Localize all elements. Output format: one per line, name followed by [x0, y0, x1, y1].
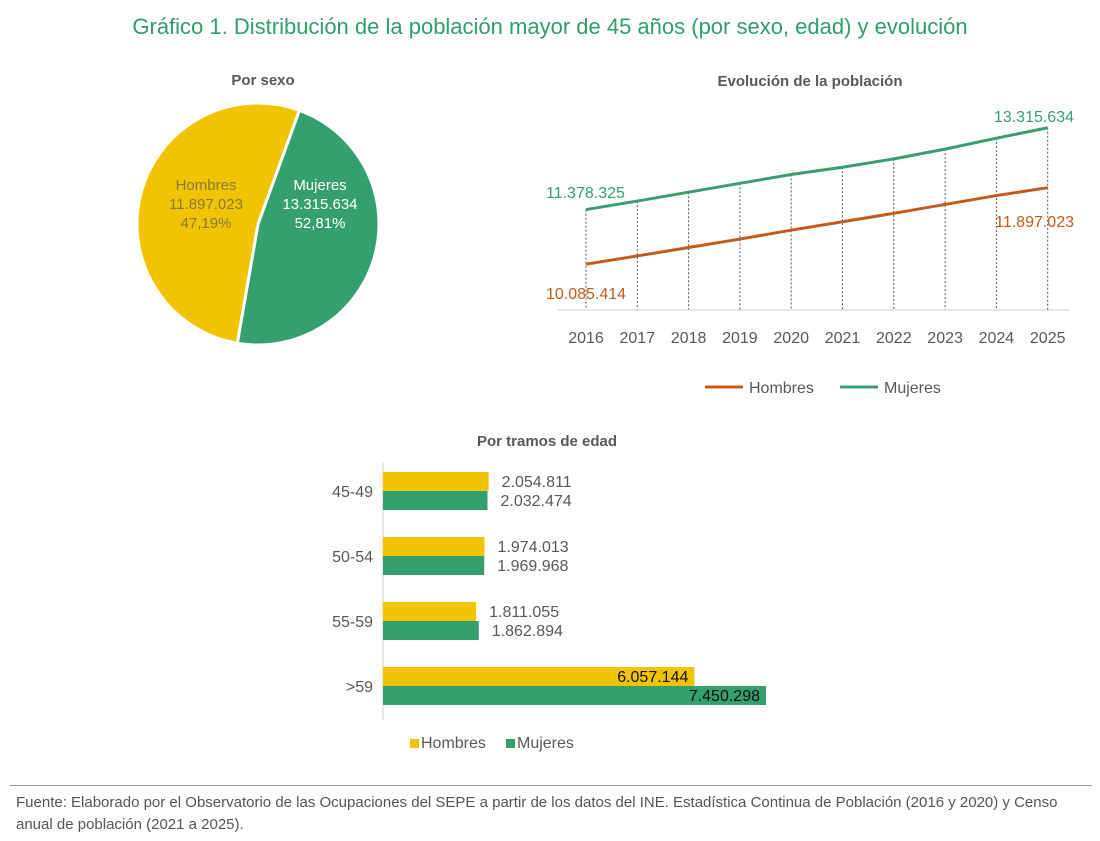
- data-label-mujeres-start: 11.378.325: [546, 185, 625, 202]
- page-title: Gráfico 1. Distribución de la población …: [132, 14, 968, 39]
- bar-mujeres: [383, 621, 479, 640]
- x-tick-label: 2018: [671, 330, 707, 347]
- legend-swatch-mujeres: [506, 739, 515, 748]
- bar-hombres: [383, 602, 477, 621]
- bar-mujeres: [383, 491, 488, 510]
- legend-label-hombres: Hombres: [749, 380, 814, 397]
- pie-slice-hombres: [135, 101, 302, 345]
- x-tick-label: 2019: [722, 330, 758, 347]
- x-tick-label: 2020: [773, 330, 809, 347]
- pie-label-name: Mujeres: [293, 177, 346, 194]
- line-chart-evolucion: Evolución de la población 2016 2017 2018 201…: [546, 73, 1074, 397]
- bar-hombres: [383, 667, 695, 686]
- bar-hombres: [383, 537, 485, 556]
- pie-slice-mujeres: [235, 108, 381, 347]
- pie-label-value: 13.315.634: [282, 196, 357, 213]
- x-tick-label: 2025: [1030, 330, 1066, 347]
- source-note: Fuente: Elaborado por el Observatorio de…: [16, 794, 1058, 833]
- y-tick-label: 45-49: [332, 484, 373, 501]
- pie-chart-sexo: Por sexo Hombres 11.897.023 47,19% Mujeres 13…: [135, 72, 381, 347]
- bar-data-label: 2.032.474: [500, 493, 571, 510]
- bar-data-label: 1.862.894: [492, 623, 563, 640]
- pie-label-percent: 47,19%: [181, 215, 232, 232]
- data-label-hombres-end: 11.897.023: [995, 214, 1074, 231]
- data-label-hombres-start: 10.085.414: [546, 286, 626, 303]
- bar-data-label: 7.450.298: [689, 688, 760, 705]
- line-chart-title: Evolución de la población: [717, 73, 902, 90]
- x-tick-label: 2022: [876, 330, 912, 347]
- y-tick-label: 50-54: [332, 549, 373, 566]
- x-tick-label: 2021: [825, 330, 861, 347]
- legend-label-hombres: Hombres: [421, 735, 486, 752]
- bar-mujeres: [383, 686, 766, 705]
- bar-data-label: 1.969.968: [497, 558, 568, 575]
- bar-chart-title: Por tramos de edad: [477, 433, 617, 450]
- series-line-hombres: [585, 186, 1048, 266]
- bar-data-label: 6.057.144: [617, 669, 688, 686]
- legend-label-mujeres: Mujeres: [517, 735, 574, 752]
- y-tick-label: 55-59: [332, 614, 373, 631]
- bar-chart-tramos-edad: Por tramos de edad 45-49 2.054.811 2.032.47…: [332, 433, 766, 752]
- bar-data-label: 2.054.811: [502, 474, 572, 491]
- x-tick-label: 2017: [620, 330, 656, 347]
- x-tick-label: 2023: [927, 330, 963, 347]
- bar-mujeres: [383, 556, 485, 575]
- legend-swatch-hombres: [410, 739, 419, 748]
- bar-data-label: 1.974.013: [497, 539, 568, 556]
- pie-label-name: Hombres: [176, 177, 237, 194]
- pie-label-value: 11.897.023: [169, 196, 243, 213]
- x-tick-label: 2024: [979, 330, 1015, 347]
- x-tick-label: 2016: [568, 330, 604, 347]
- data-label-mujeres-end: 13.315.634: [994, 109, 1074, 126]
- pie-label-percent: 52,81%: [295, 215, 346, 232]
- series-line-mujeres: [585, 126, 1048, 212]
- bar-data-label: 1.811.055: [489, 604, 559, 621]
- bar-hombres: [383, 472, 489, 491]
- legend-label-mujeres: Mujeres: [884, 380, 941, 397]
- pie-chart-title: Por sexo: [231, 72, 294, 89]
- footer-divider: [10, 785, 1092, 786]
- y-tick-label: >59: [346, 679, 373, 696]
